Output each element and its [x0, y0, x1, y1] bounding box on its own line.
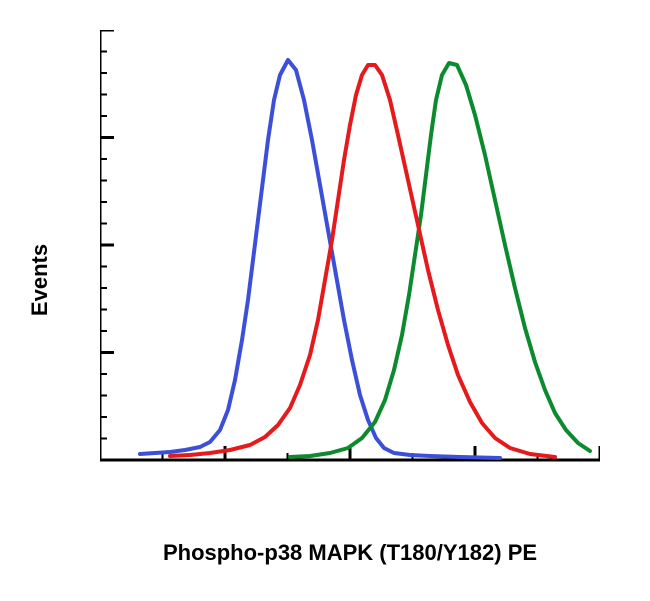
plot-area: Phospho-p38 MAPK (T180/Y182) PE — [100, 30, 600, 510]
y-axis-label: Events — [27, 244, 53, 316]
flow-cytometry-plot — [100, 30, 600, 510]
x-axis-label: Phospho-p38 MAPK (T180/Y182) PE — [163, 540, 537, 566]
chart-container: Events Phospho-p38 MAPK (T180/Y182) PE — [60, 20, 620, 540]
blue-curve — [140, 60, 500, 458]
